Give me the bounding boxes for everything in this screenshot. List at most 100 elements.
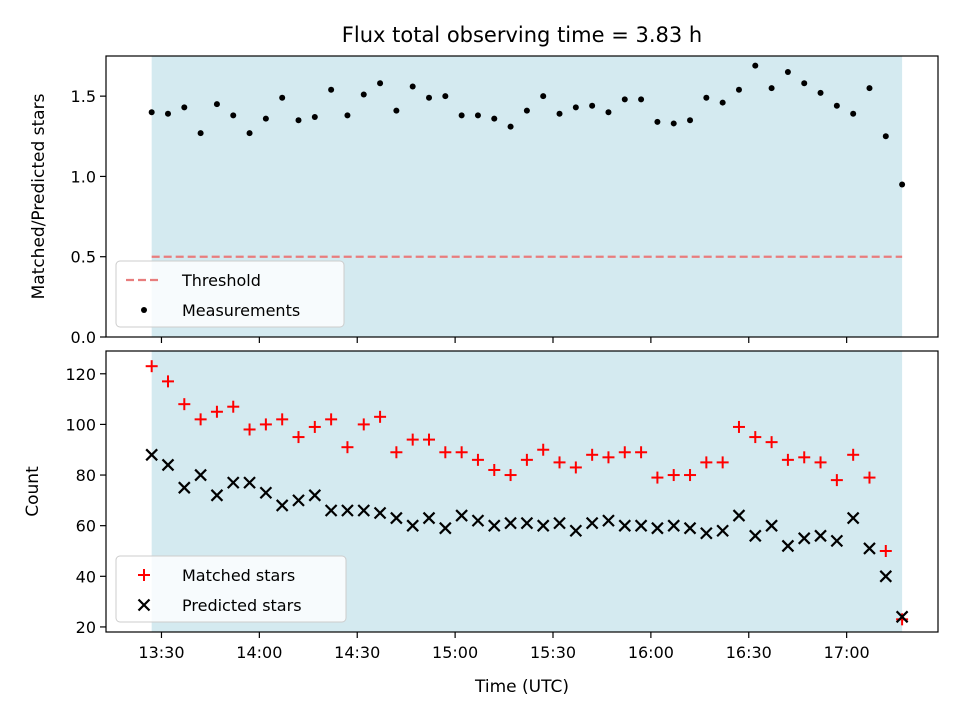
data-point-matched: [520, 453, 533, 466]
x-axis-label: Time (UTC): [474, 677, 569, 697]
data-point-matched: [830, 474, 843, 487]
y-tick-label: 80: [76, 466, 96, 485]
data-point-measurement: [719, 99, 726, 106]
data-point-matched: [341, 441, 354, 454]
top-panel-ratio: 0.0 0.5 1.0 1.5 Matched/Predicted stars Thres…: [29, 55, 939, 347]
y-tick-label: 40: [76, 567, 96, 586]
data-point-predicted: [487, 519, 501, 532]
data-point-measurement: [377, 80, 384, 87]
x-tick-label: 16:30: [726, 643, 772, 662]
data-point-matched: [455, 446, 468, 459]
data-point-matched: [145, 360, 158, 373]
data-point-matched: [308, 420, 321, 433]
series-matched-stars: [145, 360, 909, 626]
data-point-matched: [210, 405, 223, 418]
data-point-measurement: [262, 115, 269, 122]
data-point-measurement: [491, 115, 498, 122]
legend-handle-matched: [138, 569, 150, 581]
data-point-predicted: [846, 511, 860, 525]
x-tick-label: 14:00: [236, 643, 282, 662]
data-point-measurement: [540, 93, 547, 100]
data-point-matched: [879, 544, 892, 557]
data-point-matched: [586, 448, 599, 461]
data-point-predicted: [308, 489, 322, 502]
y-tick-label: 0.5: [71, 248, 96, 267]
data-point-predicted: [879, 570, 893, 583]
data-point-measurement: [458, 112, 465, 119]
data-point-matched: [798, 451, 811, 464]
data-point-predicted: [683, 521, 697, 535]
data-point-measurement: [833, 102, 840, 109]
data-point-measurement: [817, 89, 824, 96]
data-point-predicted: [178, 481, 191, 494]
data-point-predicted: [830, 534, 844, 548]
data-point-predicted: [732, 509, 746, 522]
data-point-predicted: [716, 524, 729, 538]
data-point-measurement: [523, 107, 530, 114]
data-point-matched: [439, 446, 452, 459]
y-tick-label: 20: [76, 618, 96, 637]
x-tick-label: 13:30: [138, 643, 184, 662]
data-point-matched: [749, 431, 762, 444]
data-point-measurement: [703, 94, 710, 101]
legend-label: Threshold: [181, 271, 261, 290]
data-point-matched: [602, 451, 615, 464]
data-point-predicted: [455, 509, 468, 522]
data-point-predicted: [259, 486, 273, 500]
data-point-measurement: [801, 80, 808, 87]
data-point-predicted: [781, 539, 795, 553]
data-point-measurement: [328, 86, 335, 93]
x-tick-label: 15:00: [432, 643, 478, 662]
legend-box: [115, 555, 347, 623]
data-point-predicted: [749, 529, 762, 543]
data-point-predicted: [895, 610, 909, 624]
bottom-panel-counts: 20 40 60 80 100 120 13:30 14:00 14:30 15:00 15:30 1…: [23, 350, 939, 662]
data-point-measurement: [850, 110, 857, 117]
legend-handle-measurement: [141, 307, 147, 313]
data-point-predicted: [243, 476, 256, 489]
axes-frame: [105, 55, 939, 338]
data-point-predicted: [210, 489, 224, 502]
data-point-matched: [716, 456, 729, 469]
data-point-predicted: [324, 504, 338, 517]
data-point-matched: [374, 410, 387, 423]
data-point-measurement: [311, 114, 318, 121]
data-point-matched: [537, 443, 550, 456]
data-point-predicted: [602, 514, 615, 527]
data-point-predicted: [863, 542, 876, 555]
legend: Matched stars Predicted stars: [115, 555, 347, 623]
data-point-measurement: [246, 130, 253, 137]
data-point-measurement: [654, 118, 661, 125]
data-point-predicted: [634, 519, 648, 532]
data-point-measurement: [784, 69, 791, 76]
data-point-measurement: [882, 133, 889, 140]
data-point-matched: [765, 436, 778, 449]
data-point-measurement: [572, 104, 579, 111]
legend: Threshold Measurements: [115, 260, 345, 328]
data-point-measurement: [638, 96, 645, 103]
data-point-matched: [227, 400, 240, 413]
data-point-predicted: [406, 519, 419, 532]
data-point-measurement: [442, 93, 449, 100]
data-point-measurement: [295, 117, 302, 124]
data-point-matched: [161, 375, 174, 388]
figure-title: Flux total observing time = 3.83 h: [342, 23, 702, 47]
data-point-predicted: [390, 511, 403, 525]
data-point-predicted: [373, 506, 387, 520]
data-point-matched: [243, 423, 256, 436]
axes-frame: [105, 350, 939, 633]
data-point-measurement: [213, 101, 220, 108]
data-point-matched: [618, 446, 631, 459]
data-point-matched: [423, 433, 436, 446]
data-point-measurement: [181, 104, 188, 111]
data-point-measurement: [589, 102, 596, 109]
data-point-matched: [684, 469, 697, 482]
legend-label: Matched stars: [182, 566, 295, 585]
data-point-matched: [781, 453, 794, 466]
data-point-predicted: [439, 521, 452, 535]
data-point-matched: [569, 461, 582, 474]
data-point-predicted: [357, 504, 371, 517]
data-point-matched: [259, 418, 272, 431]
data-point-matched: [471, 453, 484, 466]
